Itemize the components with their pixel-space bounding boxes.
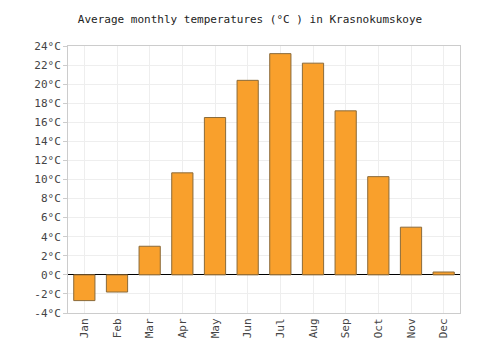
svg-text:24°C: 24°C [34,40,61,53]
svg-text:6°C: 6°C [41,211,61,224]
svg-text:Nov: Nov [405,318,418,338]
svg-text:Jun: Jun [241,318,254,338]
svg-text:14°C: 14°C [34,135,61,148]
svg-text:Oct: Oct [372,318,385,338]
svg-text:8°C: 8°C [41,192,61,205]
svg-text:Jul: Jul [274,318,287,338]
svg-text:Dec: Dec [437,318,450,338]
svg-text:-4°C: -4°C [34,307,61,320]
svg-text:2°C: 2°C [41,250,61,263]
svg-text:4°C: 4°C [41,231,61,244]
svg-text:Aug: Aug [307,318,320,338]
svg-text:20°C: 20°C [34,78,61,91]
svg-text:22°C: 22°C [34,59,61,72]
svg-text:Sep: Sep [339,318,352,338]
svg-text:18°C: 18°C [34,97,61,110]
svg-text:10°C: 10°C [34,173,61,186]
svg-text:Jan: Jan [78,318,91,338]
svg-text:-2°C: -2°C [34,288,61,301]
svg-text:Average monthly temperatures (: Average monthly temperatures (°C ) in Kr… [78,13,422,26]
svg-text:Apr: Apr [176,318,189,338]
svg-text:May: May [209,318,222,338]
svg-text:0°C: 0°C [41,269,61,282]
svg-text:Mar: Mar [143,318,156,338]
svg-text:Feb: Feb [111,318,124,338]
svg-text:12°C: 12°C [34,154,61,167]
svg-text:16°C: 16°C [34,116,61,129]
